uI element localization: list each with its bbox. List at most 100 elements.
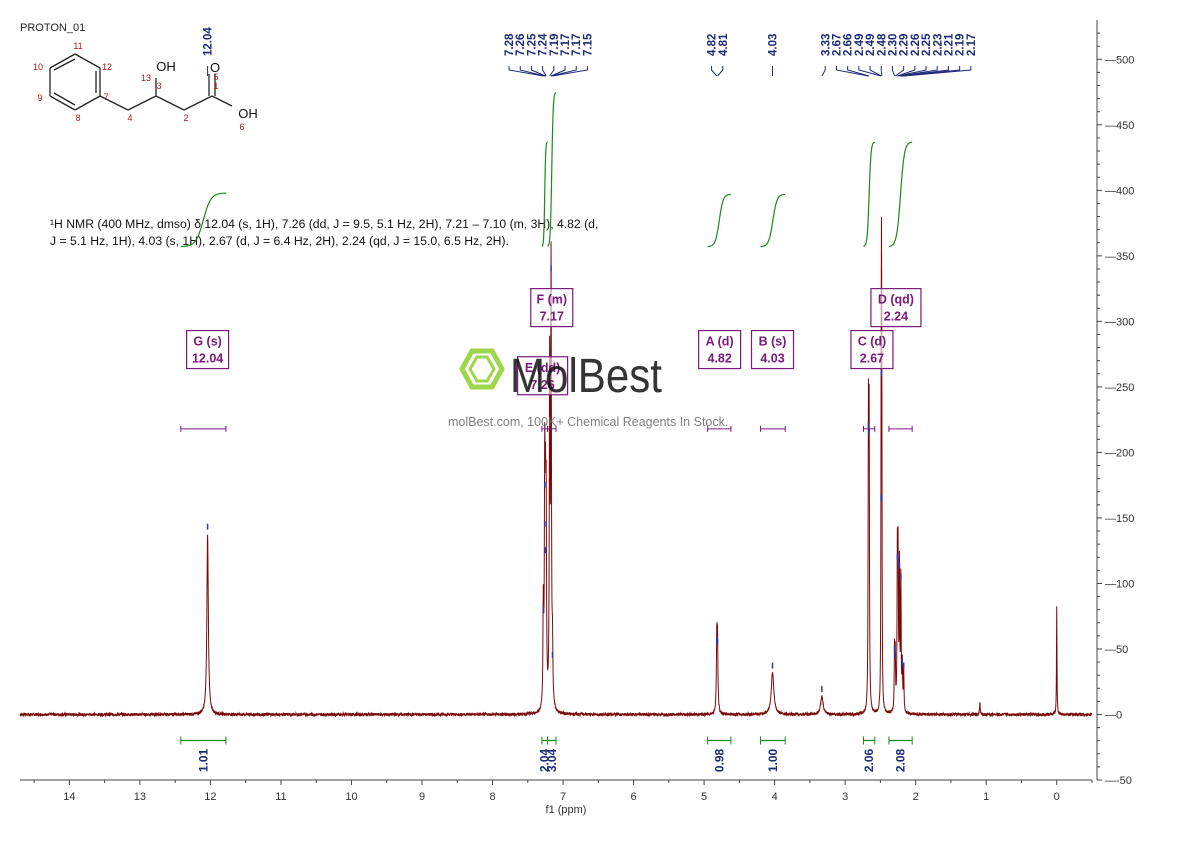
- peak-label-connector: [530, 66, 546, 77]
- multiplet-box: [516, 356, 569, 396]
- multiplet-box: [750, 329, 795, 370]
- x-tick-label: 4: [772, 791, 778, 803]
- integral-curve: [888, 141, 913, 248]
- integral-curve: [863, 141, 875, 248]
- peak-shift-label: 7.17: [571, 34, 583, 56]
- atom-number-label: 5: [213, 72, 218, 82]
- molbest-logo-icon: [459, 348, 505, 390]
- atom-number-label: 3: [156, 81, 161, 91]
- integral-value: 3.04: [545, 748, 559, 772]
- peak-label-connector: [717, 66, 724, 77]
- peak-label-connector: [508, 66, 544, 77]
- y-tick-label: —50: [1105, 644, 1128, 656]
- y-tick-label: —0: [1105, 709, 1122, 721]
- atom-number-label: 9: [37, 93, 42, 103]
- peak-label-connector: [550, 66, 566, 77]
- peak-shift-label: 7.26: [515, 34, 527, 56]
- peak-label-connector: [847, 66, 870, 77]
- peak-shift-label: 7.19: [549, 34, 561, 56]
- x-axis-label: f1 (ppm): [546, 804, 587, 816]
- atom-number-label: 12: [102, 62, 112, 72]
- integral-curve: [541, 141, 548, 247]
- bond: [183, 95, 213, 111]
- x-tick-label: 6: [631, 791, 637, 803]
- peak-shift-label: 4.03: [768, 34, 780, 56]
- peak-shift-label: 2.21: [943, 33, 955, 56]
- double-bond: [53, 92, 76, 106]
- peak-label-connector: [894, 66, 905, 77]
- multiplet-label: E (dd): [525, 361, 560, 375]
- multiplet-box: [698, 329, 742, 370]
- multiplet-label: C (d): [858, 335, 886, 349]
- y-tick-label: —400: [1105, 185, 1134, 197]
- spectrum-line: [19, 217, 1093, 718]
- atom-number-label: 4: [127, 113, 132, 123]
- multiplet-label: A (d): [706, 335, 734, 349]
- watermark-brand: MolBest: [510, 350, 662, 403]
- y-tick-label: —250: [1105, 382, 1134, 394]
- acid-oh-label: OH: [238, 106, 258, 121]
- multiplet-shift: 7.26: [530, 378, 554, 392]
- peak-shift-label: 7.25: [526, 33, 538, 56]
- peak-label-connector: [880, 66, 883, 77]
- peak-shift-label: 2.25: [921, 33, 933, 56]
- peak-shift-label: 2.67: [831, 34, 843, 56]
- atom-number-label: 13: [141, 73, 151, 83]
- multiplet-shift: 2.24: [884, 310, 908, 324]
- bond: [49, 95, 76, 111]
- peak-shift-label: 2.19: [955, 34, 967, 56]
- peak-shift-label: 2.26: [910, 34, 922, 56]
- x-tick-label: 14: [63, 791, 75, 803]
- multiplet-shift: 12.04: [192, 352, 223, 366]
- x-tick-label: 11: [275, 791, 286, 803]
- peak-label-connector: [711, 66, 718, 77]
- atom-number-label: 1: [213, 81, 218, 91]
- multiplet-box: [850, 329, 894, 370]
- integral-value: 0.98: [712, 748, 726, 772]
- integral-value: 2.08: [894, 748, 908, 772]
- multiplet-shift: 4.03: [760, 352, 784, 366]
- integral-curve: [707, 193, 731, 248]
- peak-label-connector: [897, 66, 927, 77]
- peak-shift-label: 2.30: [887, 34, 899, 56]
- peak-shift-label: 2.23: [932, 34, 944, 56]
- peak-shift-label: 2.66: [843, 34, 855, 56]
- multiplet-shift: 7.17: [540, 310, 564, 324]
- watermark-tagline: molBest.com, 100K+ Chemical Reagents In …: [448, 415, 728, 429]
- y-tick-label: —150: [1105, 513, 1134, 525]
- peak-shift-label: 2.49: [865, 34, 877, 56]
- peak-label-connector: [903, 66, 972, 77]
- bond: [127, 95, 157, 111]
- x-tick-label: 5: [701, 791, 707, 803]
- peak-label-connector: [542, 66, 547, 77]
- y-tick-label: —300: [1105, 316, 1134, 328]
- bond: [74, 95, 101, 111]
- peak-label-connector: [891, 66, 895, 77]
- spectrum-chart: —-50 —0 —50 —100 —150 —200 —250 —300 —350 —400 —45…: [19, 20, 1134, 816]
- peak-shift-label: 12.04: [203, 27, 215, 56]
- peak-shift-label: 2.48: [876, 33, 888, 56]
- y-tick-label: —450: [1105, 120, 1134, 132]
- peak-label-connector: [549, 66, 555, 77]
- bond: [99, 95, 129, 111]
- peak-label-connector: [821, 66, 826, 77]
- peak-shift-label: 7.15: [582, 33, 594, 56]
- x-tick-label: 7: [560, 791, 566, 803]
- nmr-description-line1: ¹H NMR (400 MHz, dmso) δ 12.04 (s, 1H), …: [50, 217, 598, 231]
- y-tick-label: —500: [1105, 54, 1134, 66]
- multiplet-box: [186, 329, 230, 370]
- peak-shift-label: 7.17: [560, 34, 572, 56]
- x-tick-label: 8: [489, 791, 495, 803]
- integral-value: 1.00: [766, 748, 780, 772]
- atom-number-label: 10: [33, 62, 43, 72]
- x-tick-label: 10: [345, 791, 357, 803]
- peak-label-connector: [519, 66, 545, 77]
- peak-label-connector: [897, 66, 916, 77]
- double-bond: [53, 58, 76, 71]
- integral-curve: [180, 192, 226, 248]
- bond: [155, 95, 185, 111]
- peak-label-connector: [858, 66, 882, 77]
- peak-label-connector: [552, 66, 588, 77]
- experiment-name: PROTON_01: [20, 22, 85, 34]
